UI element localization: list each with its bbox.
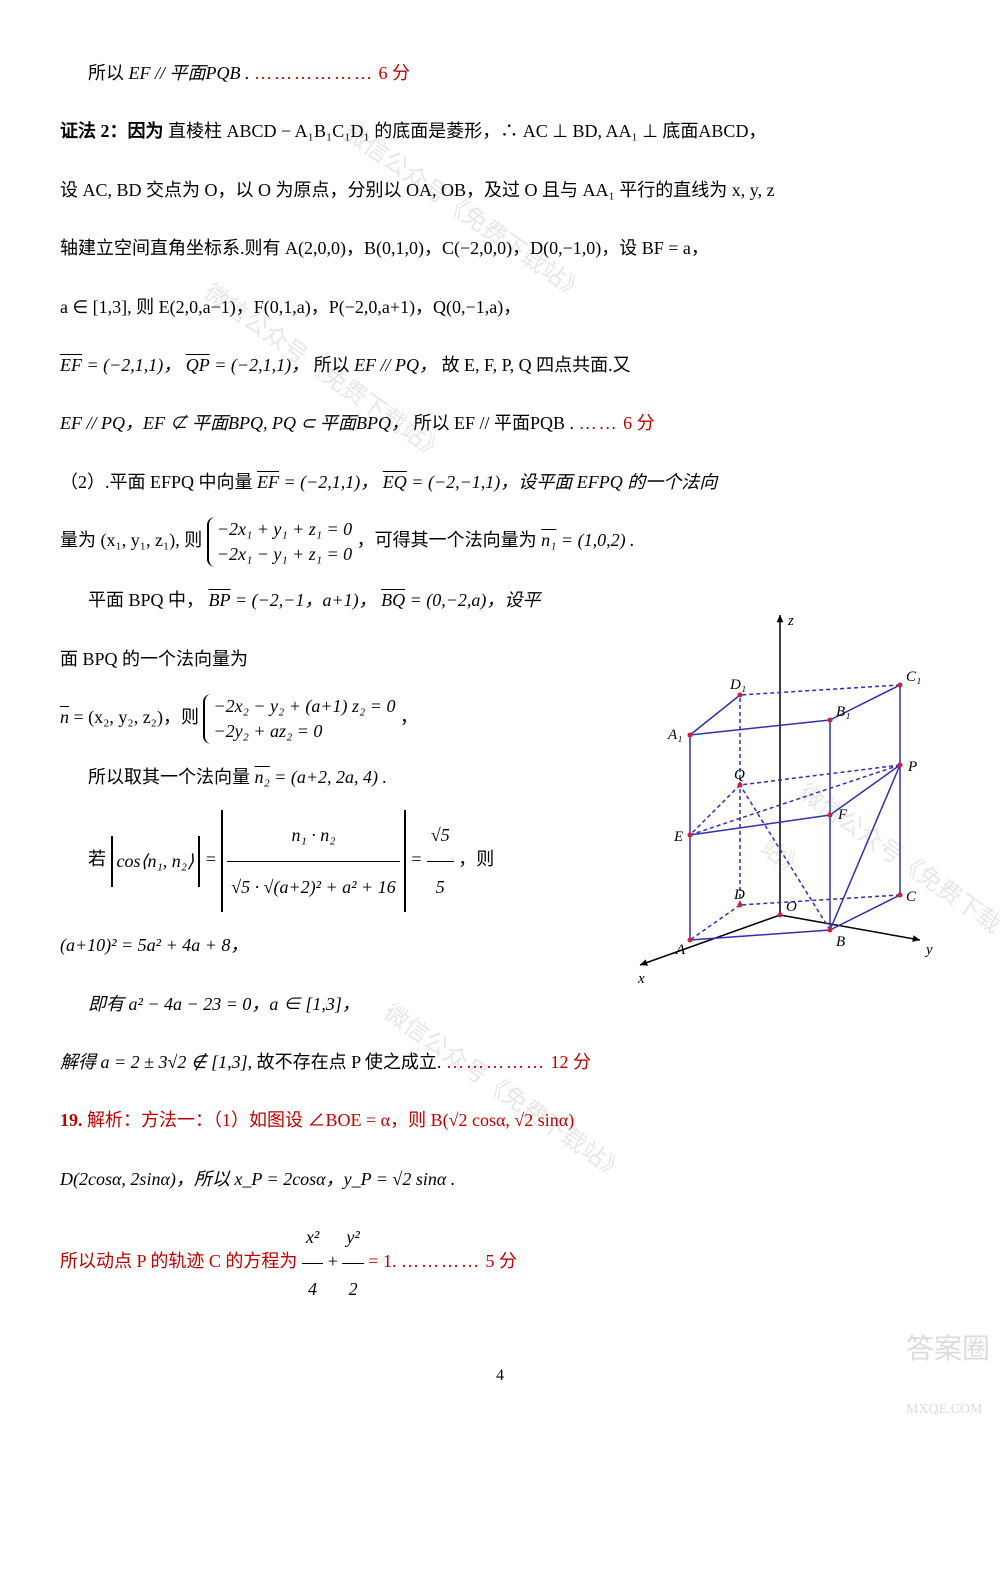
brace-system: −2x₁ + y₁ + z₁ = 0 −2x₁ − y₁ + z₁ = 0 — [207, 517, 352, 567]
eq-row: −2x₁ + y₁ + z₁ = 0 — [217, 517, 352, 542]
eq-row: −2x₁ − y₁ + z₁ = 0 — [217, 542, 352, 567]
math: = (−2,−1，a+1)， — [235, 590, 377, 610]
text: 所以 — [314, 355, 355, 375]
brace-system: −2x₂ − y₂ + (a+1) z₂ = 0 −2y₂ + az₂ = 0 — [203, 694, 395, 744]
text: ，可得其一个法向量为 — [357, 530, 542, 550]
math: = (a+2, 2a, 4) . — [274, 767, 387, 787]
problem-number: 19. — [60, 1110, 83, 1130]
math: EF // PQ，EF ⊄ 平面BPQ, PQ ⊂ 平面BPQ， — [60, 413, 409, 433]
fraction: x² 4 — [302, 1212, 323, 1314]
text: 故不存在点 P 使之成立. — [257, 1052, 442, 1072]
text: 量为 (x₁, y₁, z₁), 则 — [60, 530, 207, 550]
line-14: 若 cos⟨n₁, n₂⟩ = n₁ · n₂ √5 · √(a+2)² + a… — [60, 810, 940, 912]
text: = 1. — [368, 1251, 396, 1271]
line-13: 所以取其一个法向量 n₂ = (a+2, 2a, 4) . — [60, 752, 940, 802]
text: 故 E, F, P, Q 四点共面.又 — [442, 355, 631, 375]
math: = (−2,1,1)， — [214, 355, 309, 375]
line-9: 量为 (x₁, y₁, z₁), 则 −2x₁ + y₁ + z₁ = 0 −2… — [60, 515, 940, 567]
vector-bq: BQ — [381, 590, 405, 610]
plus: + — [328, 1251, 343, 1271]
text: 直棱柱 ABCD − A₁B₁C₁D₁ 的底面是菱形，∴ AC ⊥ BD, AA… — [168, 121, 766, 141]
denominator: 4 — [302, 1264, 323, 1314]
text: 所以 — [88, 63, 129, 83]
score: 6 分 — [623, 413, 655, 433]
fraction: n₁ · n₂ √5 · √(a+2)² + a² + 16 — [227, 810, 399, 912]
vector-bp: BP — [209, 590, 231, 610]
text: 所以取其一个法向量 — [88, 767, 255, 787]
denominator: 5 — [427, 862, 454, 912]
line-5: a ∈ [1,3], 则 E(2,0,a−1)，F(0,1,a)，P(−2,0,… — [60, 282, 940, 332]
numerator: y² — [342, 1212, 363, 1263]
line-19: D(2cosα, 2sinα)，所以 x_P = 2cosα，y_P = √2 … — [60, 1154, 940, 1204]
corner-text-2: MXQE.COM — [906, 1390, 990, 1429]
text: ，则 — [458, 849, 494, 869]
numerator: √5 — [427, 810, 454, 861]
line-8: （2）.平面 EFPQ 中向量 EF = (−2,1,1)， EQ = (−2,… — [60, 457, 940, 507]
fraction: y² 2 — [342, 1212, 363, 1314]
text: = (x₂, y₂, z₂)，则 — [74, 707, 204, 727]
math: 解得 a = 2 ± 3√2 ∉ [1,3], — [60, 1052, 252, 1072]
dots: ……………… — [254, 63, 374, 83]
line-15: (a+10)² = 5a² + 4a + 8， — [60, 920, 940, 970]
score: 5 分 — [485, 1251, 517, 1271]
equals: = — [205, 849, 222, 869]
math: = (−2,−1,1)，设平面 EFPQ 的一个法向 — [411, 472, 717, 492]
dots: ………… — [401, 1251, 481, 1271]
fraction: √5 5 — [427, 810, 454, 912]
line-1: 所以 EF // 平面PQB . ……………… 6 分 — [60, 48, 940, 98]
corner-watermark: 答案圈 MXQE.COM — [906, 1311, 990, 1429]
dots: …………… — [446, 1052, 546, 1072]
vector-qp: QP — [186, 355, 210, 375]
text: 解析：方法一：（1）如图设 ∠BOE = α，则 B(√2 cosα, √2 s… — [87, 1110, 574, 1130]
vector-ef: EF — [257, 472, 279, 492]
math: = (−2,1,1)， — [87, 355, 182, 375]
cos-expr: cos⟨n₁, n₂⟩ — [117, 851, 195, 871]
page-number: 4 — [60, 1354, 940, 1399]
score: 12 分 — [550, 1052, 591, 1072]
line-7: EF // PQ，EF ⊄ 平面BPQ, PQ ⊂ 平面BPQ， 所以 EF /… — [60, 398, 940, 448]
line-16: 即有 a² − 4a − 23 = 0，a ∈ [1,3]， — [60, 979, 940, 1029]
vector-eq: EQ — [383, 472, 407, 492]
vector-n: n — [60, 707, 69, 727]
corner-text-1: 答案圈 — [906, 1311, 990, 1389]
score: 6 分 — [378, 63, 410, 83]
denominator: 2 — [342, 1264, 363, 1314]
text: 若 — [88, 849, 111, 869]
line-6: EF = (−2,1,1)， QP = (−2,1,1)， 所以 EF // P… — [60, 340, 940, 390]
line-12: n = (x₂, y₂, z₂)，则 −2x₂ − y₂ + (a+1) z₂ … — [60, 692, 940, 744]
line-18: 19. 解析：方法一：（1）如图设 ∠BOE = α，则 B(√2 cosα, … — [60, 1095, 940, 1145]
vector-n2: n₂ — [255, 767, 270, 787]
vector-ef: EF — [60, 355, 82, 375]
text: 所以 EF // 平面PQB . — [414, 413, 575, 433]
numerator: x² — [302, 1212, 323, 1263]
math: EF // PQ， — [354, 355, 437, 375]
eq-row: −2x₂ − y₂ + (a+1) z₂ = 0 — [213, 694, 395, 719]
dots: …… — [579, 413, 619, 433]
numerator: n₁ · n₂ — [227, 810, 399, 861]
line-11: 面 BPQ 的一个法向量为 — [60, 634, 940, 684]
math: = (0,−2,a)，设平 — [410, 590, 541, 610]
abs: n₁ · n₂ √5 · √(a+2)² + a² + 16 — [221, 810, 405, 912]
line-2: 证法 2：因为 直棱柱 ABCD − A₁B₁C₁D₁ 的底面是菱形，∴ AC … — [60, 106, 940, 156]
proof-label: 证法 2：因为 — [60, 121, 164, 141]
line-10: 平面 BPQ 中， BP = (−2,−1，a+1)， BQ = (0,−2,a… — [60, 575, 940, 625]
math: = (1,0,2) . — [561, 530, 635, 550]
line-20: 所以动点 P 的轨迹 C 的方程为 x² 4 + y² 2 = 1. ………… … — [60, 1212, 940, 1314]
line-17: 解得 a = 2 ± 3√2 ∉ [1,3], 故不存在点 P 使之成立. ……… — [60, 1037, 940, 1087]
eq-row: −2y₂ + az₂ = 0 — [213, 719, 395, 744]
line-3: 设 AC, BD 交点为 O，以 O 为原点，分别以 OA, OB，及过 O 且… — [60, 165, 940, 215]
math: EF // 平面PQB . — [129, 63, 250, 83]
text: 平面 BPQ 中， — [88, 590, 204, 610]
text: 所以动点 P 的轨迹 C 的方程为 — [60, 1251, 302, 1271]
vector-n1: n₁ — [541, 530, 556, 550]
denominator: √5 · √(a+2)² + a² + 16 — [227, 862, 399, 912]
abs: cos⟨n₁, n₂⟩ — [111, 836, 201, 886]
math: = (−2,1,1)， — [284, 472, 379, 492]
text: ， — [400, 707, 418, 727]
line-4: 轴建立空间直角坐标系.则有 A(2,0,0)，B(0,1,0)，C(−2,0,0… — [60, 223, 940, 273]
equals: = — [410, 849, 427, 869]
text: （2）.平面 EFPQ 中向量 — [60, 472, 253, 492]
